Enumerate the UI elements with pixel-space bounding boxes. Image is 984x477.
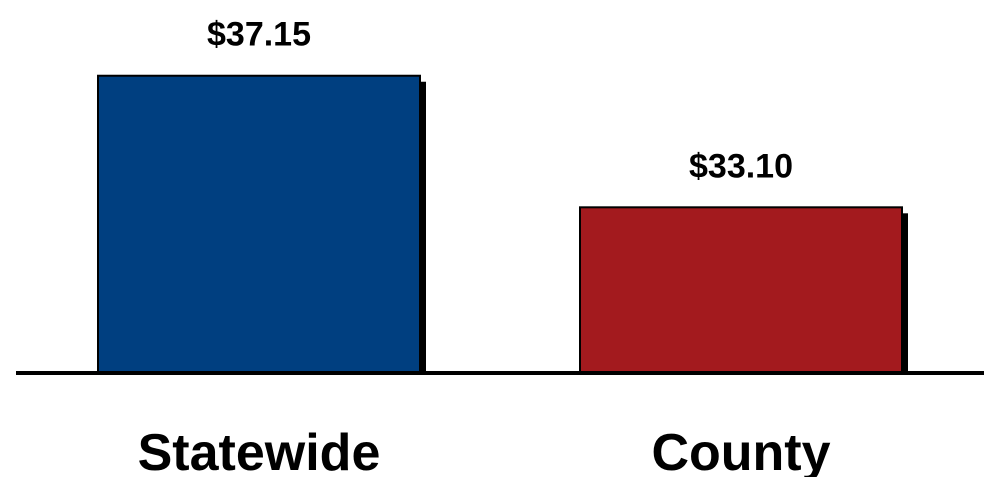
bar-statewide bbox=[97, 74, 421, 375]
labels-layer: $37.15 Statewide $33.10 County bbox=[138, 16, 831, 477]
bar-county bbox=[579, 206, 903, 374]
category-label-county: County bbox=[651, 424, 830, 477]
category-label-statewide: Statewide bbox=[138, 424, 381, 477]
bars-layer bbox=[97, 74, 908, 375]
data-label-statewide: $37.15 bbox=[207, 16, 311, 54]
data-label-county: $33.10 bbox=[689, 147, 793, 185]
